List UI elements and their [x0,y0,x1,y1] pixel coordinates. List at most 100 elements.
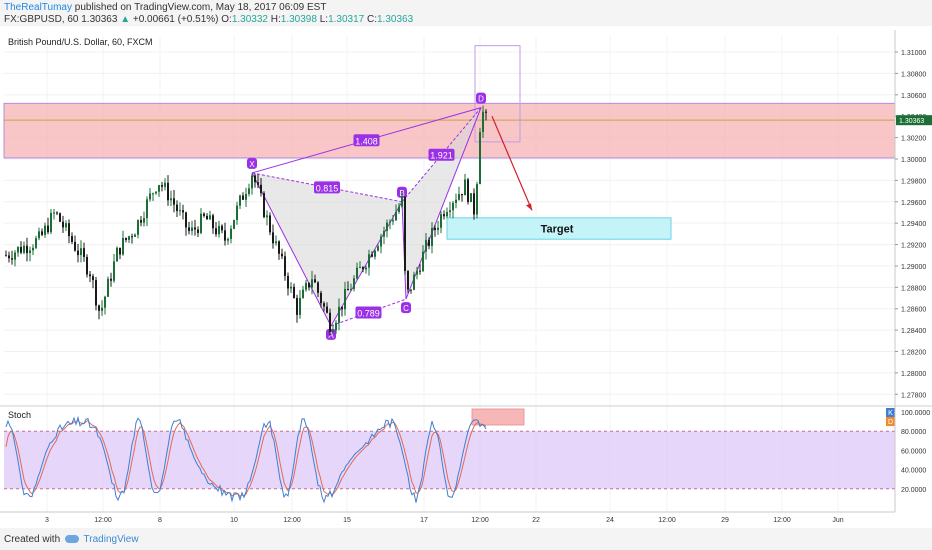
candle-body [152,193,154,195]
candle-body [182,210,184,213]
stoch-k-line [5,415,487,504]
candle-body [458,193,460,200]
candle-body [341,306,343,310]
down-arrow-line [491,115,533,211]
ratio-badge [355,306,382,319]
x-tick-label: 8 [158,517,162,524]
stoch-d-tag-label: D [888,419,893,426]
x-tick-label: 12:00 [773,517,791,524]
published-text: published on TradingView.com, May 18, 20… [74,2,327,13]
candle-body [281,253,283,257]
candle-body [41,231,43,235]
candle-body [251,175,253,189]
candle-body [371,254,373,257]
candle-body [284,256,286,276]
candle-body [467,179,469,203]
candle-body [131,236,133,238]
candle-body [299,297,301,315]
candle-body [134,234,136,237]
candle-body [365,267,367,270]
candle-body [116,247,118,262]
candle-body [29,250,31,254]
candle-body [11,258,13,260]
x-tick-label: 12:00 [283,517,301,524]
candle-body [215,228,217,235]
candle-body [239,195,241,206]
candle-body [155,191,157,194]
target-label: Target [541,224,574,236]
candle-body [53,212,55,214]
candle-body [17,246,19,253]
tradingview-link[interactable]: TradingView [83,534,139,545]
y-tick-label: 1.28200 [901,350,926,357]
point-badge-x [247,157,257,169]
ratio-label: 0.789 [357,308,380,318]
footer: Created with TradingView [0,528,932,550]
candle-body [101,307,103,311]
candle-body [449,210,451,212]
candle-body [428,239,430,246]
candle-body [26,245,28,254]
candle-body [56,212,58,214]
candle-body [461,193,463,196]
candle-body [98,305,100,311]
candle-body [389,221,391,223]
candle-body [197,229,199,233]
candle-body [470,193,472,203]
down-arrow-head-icon [526,203,532,211]
candle-body [317,282,319,293]
point-badge-c [401,302,411,314]
y-tick-label: 1.29800 [901,178,926,185]
projection-box [474,45,521,143]
candle-body [287,275,289,289]
candle-body [122,237,124,255]
candle-body [188,227,190,232]
candle-body [47,225,49,233]
candle-body [143,218,145,223]
candle-body [374,250,376,257]
candle-body [113,261,115,281]
candle-body [194,227,196,230]
y-tick-label: 1.28800 [901,285,926,292]
candle-body [191,227,193,232]
candle-body [380,236,382,247]
candle-body [71,236,73,242]
y-tick-label: 1.30800 [901,71,926,78]
candle-body [422,251,424,272]
candle-body [455,199,457,203]
candle-body [176,204,178,211]
y-tick-label: 1.30200 [901,136,926,143]
x-tick-label: 10 [230,517,238,524]
candle-body [290,286,292,289]
candle-body [44,225,46,235]
candle-body [68,223,70,237]
candle-body [434,227,436,230]
candle-body [326,306,328,313]
y-tick-label: 1.30600 [901,93,926,100]
point-badge-d [476,92,486,104]
candle-body [23,245,25,253]
y-tick-label: 1.28000 [901,371,926,378]
candle-body [482,111,484,133]
stoch-tick-label: 20.0000 [901,487,926,494]
candle-body [395,211,397,221]
author-link[interactable]: TheRealTumay [4,2,72,13]
candle-body [212,215,214,229]
candle-body [224,230,226,241]
candle-body [473,193,475,215]
candle-body [308,282,310,288]
pattern-leg [330,298,407,327]
candle-body [227,238,229,241]
candle-body [200,213,202,233]
y-tick-label: 1.31000 [901,50,926,57]
candle-body [83,248,85,257]
candle-body [404,196,406,271]
candle-body [179,210,181,212]
candle-body [62,221,64,228]
candle-body [59,213,61,222]
candle-body [398,206,400,212]
candle-body [293,286,295,298]
candle-body [263,193,265,218]
y-tick-label: 1.29600 [901,200,926,207]
